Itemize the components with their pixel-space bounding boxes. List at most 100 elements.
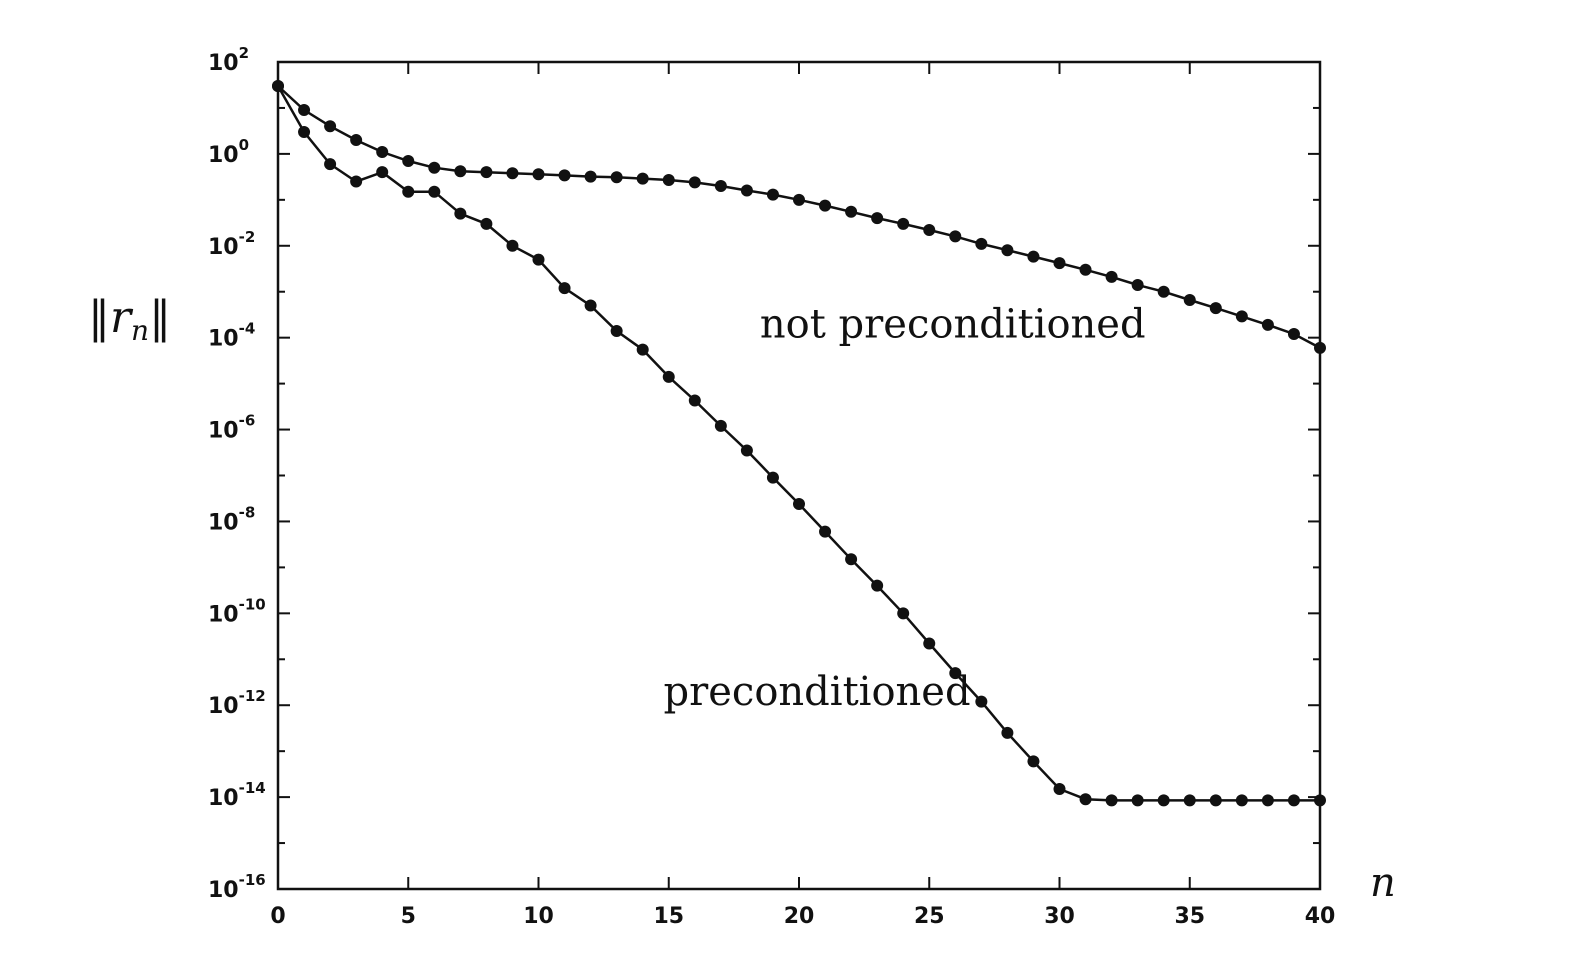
- y-axis-label-sub: n: [131, 314, 149, 347]
- data-point: [532, 253, 545, 266]
- x-tick-label: 15: [653, 904, 684, 929]
- data-point: [793, 497, 805, 510]
- data-point: [1314, 794, 1326, 807]
- x-tick-label: 5: [401, 904, 416, 929]
- y-tick-label: 10-12: [208, 687, 266, 719]
- data-point: [1235, 310, 1248, 323]
- data-point: [1183, 794, 1196, 807]
- data-point: [584, 170, 597, 183]
- data-point: [298, 125, 311, 138]
- data-point: [558, 282, 571, 295]
- data-point: [1209, 302, 1222, 315]
- data-point: [636, 343, 649, 356]
- data-point: [1053, 783, 1066, 796]
- y-tick-label: 10-2: [208, 228, 255, 260]
- x-tick-label: 40: [1305, 904, 1336, 929]
- data-point: [454, 165, 467, 178]
- y-tick-label: 10-8: [208, 503, 255, 535]
- x-axis-label: n: [1370, 860, 1396, 906]
- data-point: [923, 224, 936, 237]
- data-point: [636, 172, 649, 185]
- data-point: [1001, 726, 1014, 739]
- data-point: [662, 370, 675, 383]
- series-annotation: not preconditioned: [760, 302, 1146, 348]
- data-point: [688, 394, 701, 407]
- x-tick-label: 30: [1044, 904, 1075, 929]
- x-tick-label: 10: [523, 904, 554, 929]
- data-point: [819, 525, 832, 538]
- annotations: not preconditioned preconditioned: [664, 302, 1146, 716]
- data-point: [923, 637, 936, 650]
- x-tick-label: 0: [270, 904, 285, 929]
- data-point: [845, 205, 858, 218]
- data-point: [402, 185, 415, 198]
- y-tick-label: 102: [208, 44, 249, 76]
- y-tick-label: 10-4: [208, 320, 255, 352]
- svg-text:‖rn‖: ‖rn‖: [88, 292, 171, 347]
- data-point: [819, 199, 832, 212]
- data-point: [1287, 328, 1300, 341]
- data-point: [324, 158, 337, 171]
- y-axis-label: ‖rn‖: [88, 292, 171, 347]
- y-axis-label-var: r: [110, 292, 134, 343]
- data-point: [1314, 341, 1326, 354]
- data-point: [1027, 250, 1040, 263]
- data-point: [272, 80, 284, 93]
- data-point: [1001, 244, 1014, 257]
- data-point: [1261, 318, 1274, 331]
- data-point: [688, 176, 701, 189]
- y-tick-label: 100: [208, 136, 249, 168]
- data-point: [975, 237, 988, 250]
- data-point: [740, 444, 753, 457]
- data-point: [480, 166, 493, 179]
- data-point: [871, 579, 884, 592]
- data-point: [376, 166, 389, 179]
- data-point: [1261, 794, 1274, 807]
- data-point: [714, 419, 727, 432]
- data-point: [897, 217, 910, 230]
- data-point: [766, 471, 779, 484]
- data-point: [506, 239, 519, 252]
- data-point: [610, 324, 623, 337]
- x-tick-label: 35: [1174, 904, 1205, 929]
- data-point: [454, 207, 467, 220]
- data-point: [428, 185, 441, 198]
- data-point: [949, 667, 962, 680]
- data-point: [376, 145, 389, 158]
- data-point: [740, 184, 753, 197]
- data-point: [1079, 793, 1092, 806]
- data-point: [662, 174, 675, 187]
- data-point: [402, 155, 415, 168]
- data-point: [1157, 285, 1170, 298]
- data-point: [506, 167, 519, 180]
- data-point: [324, 120, 337, 133]
- data-point: [350, 134, 363, 147]
- data-point: [897, 607, 910, 620]
- data-point: [1287, 794, 1300, 807]
- data-point: [532, 168, 545, 181]
- data-point: [845, 553, 858, 566]
- y-tick-label: 10-16: [208, 871, 266, 903]
- data-point: [480, 217, 493, 230]
- data-point: [1027, 755, 1040, 768]
- x-ticks: 0 5 10 15 20 25 30 35 40: [270, 62, 1335, 929]
- data-point: [975, 695, 988, 708]
- data-point: [558, 169, 571, 182]
- data-point: [949, 230, 962, 243]
- data-point: [1235, 794, 1248, 807]
- x-tick-label: 20: [784, 904, 815, 929]
- data-point: [1183, 294, 1196, 307]
- data-point: [1053, 257, 1066, 270]
- y-tick-label: 10-10: [208, 595, 266, 627]
- data-point: [1131, 794, 1144, 807]
- data-point: [298, 104, 311, 117]
- y-axis-label-right-bars: ‖: [149, 292, 171, 343]
- data-point: [1209, 794, 1222, 807]
- data-point: [1157, 794, 1170, 807]
- data-point: [793, 193, 805, 206]
- series-annotation: preconditioned: [664, 669, 971, 715]
- series-layer: [272, 80, 1326, 807]
- data-point: [1131, 279, 1144, 292]
- data-point: [428, 161, 441, 174]
